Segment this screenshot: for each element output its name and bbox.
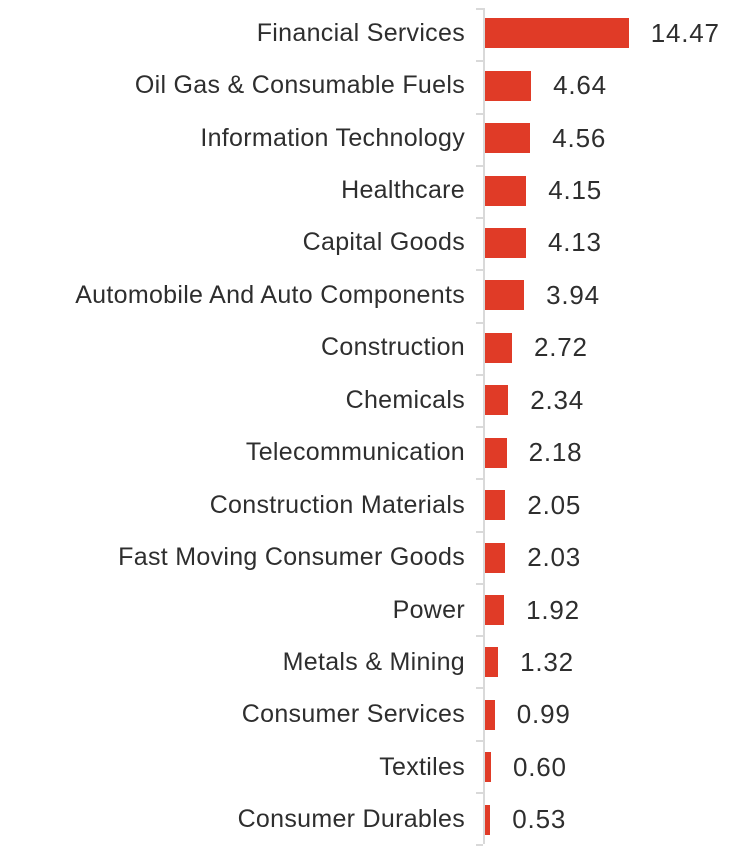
axis-tick [476,164,483,167]
category-label: Information Technology [200,123,465,152]
category-label: Construction [321,333,465,362]
category-label: Consumer Services [241,700,465,729]
axis-tick [476,791,483,794]
axis-tick [476,321,483,324]
bar [485,804,491,835]
chart-row: Capital Goods 4.13 [0,217,749,269]
category-label: Textiles [379,752,465,781]
bar [485,280,525,311]
value-label: 2.34 [530,384,584,415]
bar [485,647,499,678]
chart-row: Automobile And Auto Components 3.94 [0,269,749,321]
chart-row: Fast Moving Consumer Goods 2.03 [0,531,749,583]
bar [485,699,495,730]
chart-row: Oil Gas & Consumable Fuels 4.64 [0,59,749,111]
category-label: Chemicals [345,385,465,414]
bar [485,385,509,416]
bar [485,175,527,206]
axis-tick [476,426,483,428]
chart-row: Consumer Durables 0.53 [0,794,749,846]
chart-row: Textiles 0.60 [0,741,749,793]
bar [485,437,507,468]
axis-tick [476,687,483,690]
chart-row: Consumer Services 0.99 [0,689,749,741]
value-label: 2.03 [527,542,581,573]
category-label: Healthcare [341,176,465,205]
value-label: 0.60 [513,751,567,782]
value-label: 0.53 [512,804,567,835]
chart-row: Metals & Mining 1.32 [0,636,749,688]
chart-row: Construction Materials 2.05 [0,479,749,531]
chart-row: Information Technology 4.56 [0,112,749,164]
value-label: 1.32 [520,646,574,677]
chart-rows: Financial Services 14.47 Oil Gas & Consuma… [0,7,749,846]
category-label: Power [392,595,465,624]
axis-tick [476,635,483,637]
category-label: Metals & Mining [282,647,465,676]
axis-tick [476,8,483,10]
bar [485,123,531,154]
axis-tick [476,269,483,272]
bar [485,542,506,573]
bar [485,332,512,363]
value-label: 2.05 [527,489,582,520]
axis-tick [476,530,483,533]
value-label: 4.13 [548,227,602,258]
value-label: 14.47 [650,17,720,48]
category-label: Consumer Durables [237,805,465,834]
bar [485,490,506,521]
bar [485,595,505,626]
bar [485,70,532,101]
axis-tick [476,112,483,115]
chart-row: Chemicals 2.34 [0,374,749,426]
axis-tick [476,60,483,63]
value-label: 4.56 [552,122,607,153]
axis-tick [476,844,483,846]
value-label: 2.72 [534,332,588,363]
chart-row: Telecommunication 2.18 [0,427,749,479]
chart-row: Financial Services 14.47 [0,7,749,59]
bar [485,227,526,258]
axis-tick [476,582,483,585]
category-label: Construction Materials [209,490,465,519]
value-label: 4.15 [548,175,602,206]
chart-row: Construction 2.72 [0,322,749,374]
y-axis-line [483,8,485,844]
chart-row: Healthcare 4.15 [0,164,749,216]
value-label: 3.94 [546,279,600,310]
category-label: Fast Moving Consumer Goods [118,543,465,572]
value-label: 2.18 [528,437,583,468]
category-label: Capital Goods [302,228,465,257]
category-label: Oil Gas & Consumable Fuels [134,71,465,100]
category-label: Telecommunication [245,438,465,467]
bar [485,18,629,49]
axis-tick [476,739,483,742]
value-label: 0.99 [516,699,571,730]
category-label: Financial Services [256,18,465,47]
axis-tick [476,217,483,219]
axis-tick [476,373,483,376]
value-label: 4.64 [553,70,607,101]
value-label: 1.92 [526,594,580,625]
axis-tick [476,478,483,481]
bar [485,752,491,783]
chart-row: Power 1.92 [0,584,749,636]
category-label: Automobile And Auto Components [75,280,465,309]
